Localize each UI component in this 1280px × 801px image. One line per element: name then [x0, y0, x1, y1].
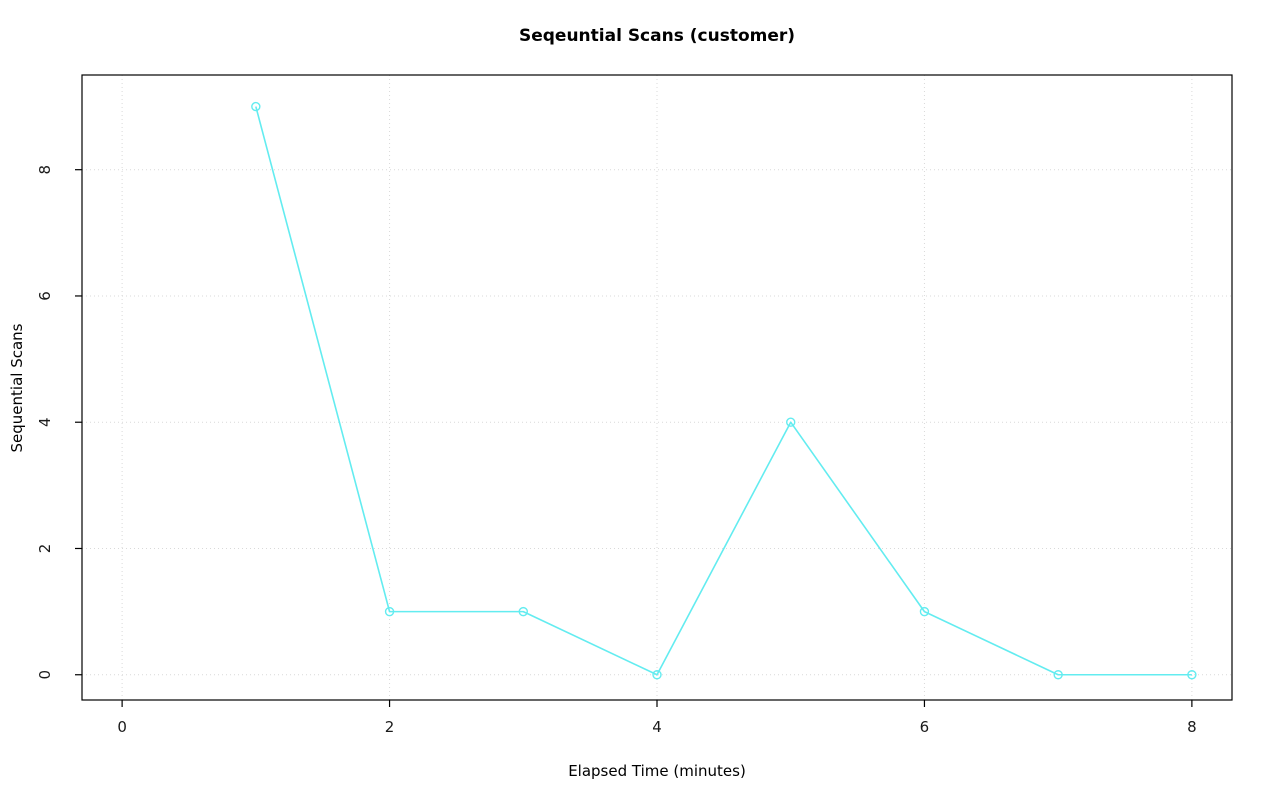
y-tick-label: 6: [36, 291, 54, 301]
data-point: [1053, 670, 1063, 680]
x-tick-label: 4: [652, 718, 662, 736]
data-point: [518, 606, 528, 617]
data-point: [786, 417, 796, 427]
data-point: [251, 101, 261, 112]
x-tick-label: 0: [117, 718, 127, 736]
x-tick-label: 2: [385, 718, 395, 736]
x-axis-label: Elapsed Time (minutes): [568, 762, 746, 780]
y-tick-label: 2: [36, 544, 54, 554]
data-point: [919, 606, 930, 617]
x-tick-label: 8: [1187, 718, 1197, 736]
y-tick-label: 0: [36, 670, 54, 680]
y-tick-label: 4: [36, 417, 54, 427]
y-axis-label: Sequential Scans: [8, 323, 26, 453]
data-line: [255, 106, 1192, 676]
data-point: [1187, 670, 1197, 680]
data-point: [384, 606, 395, 617]
x-tick-label: 6: [920, 718, 930, 736]
data-point: [652, 670, 662, 680]
y-tick-label: 8: [36, 165, 54, 175]
chart-title: Seqeuntial Scans (customer): [518, 26, 796, 46]
